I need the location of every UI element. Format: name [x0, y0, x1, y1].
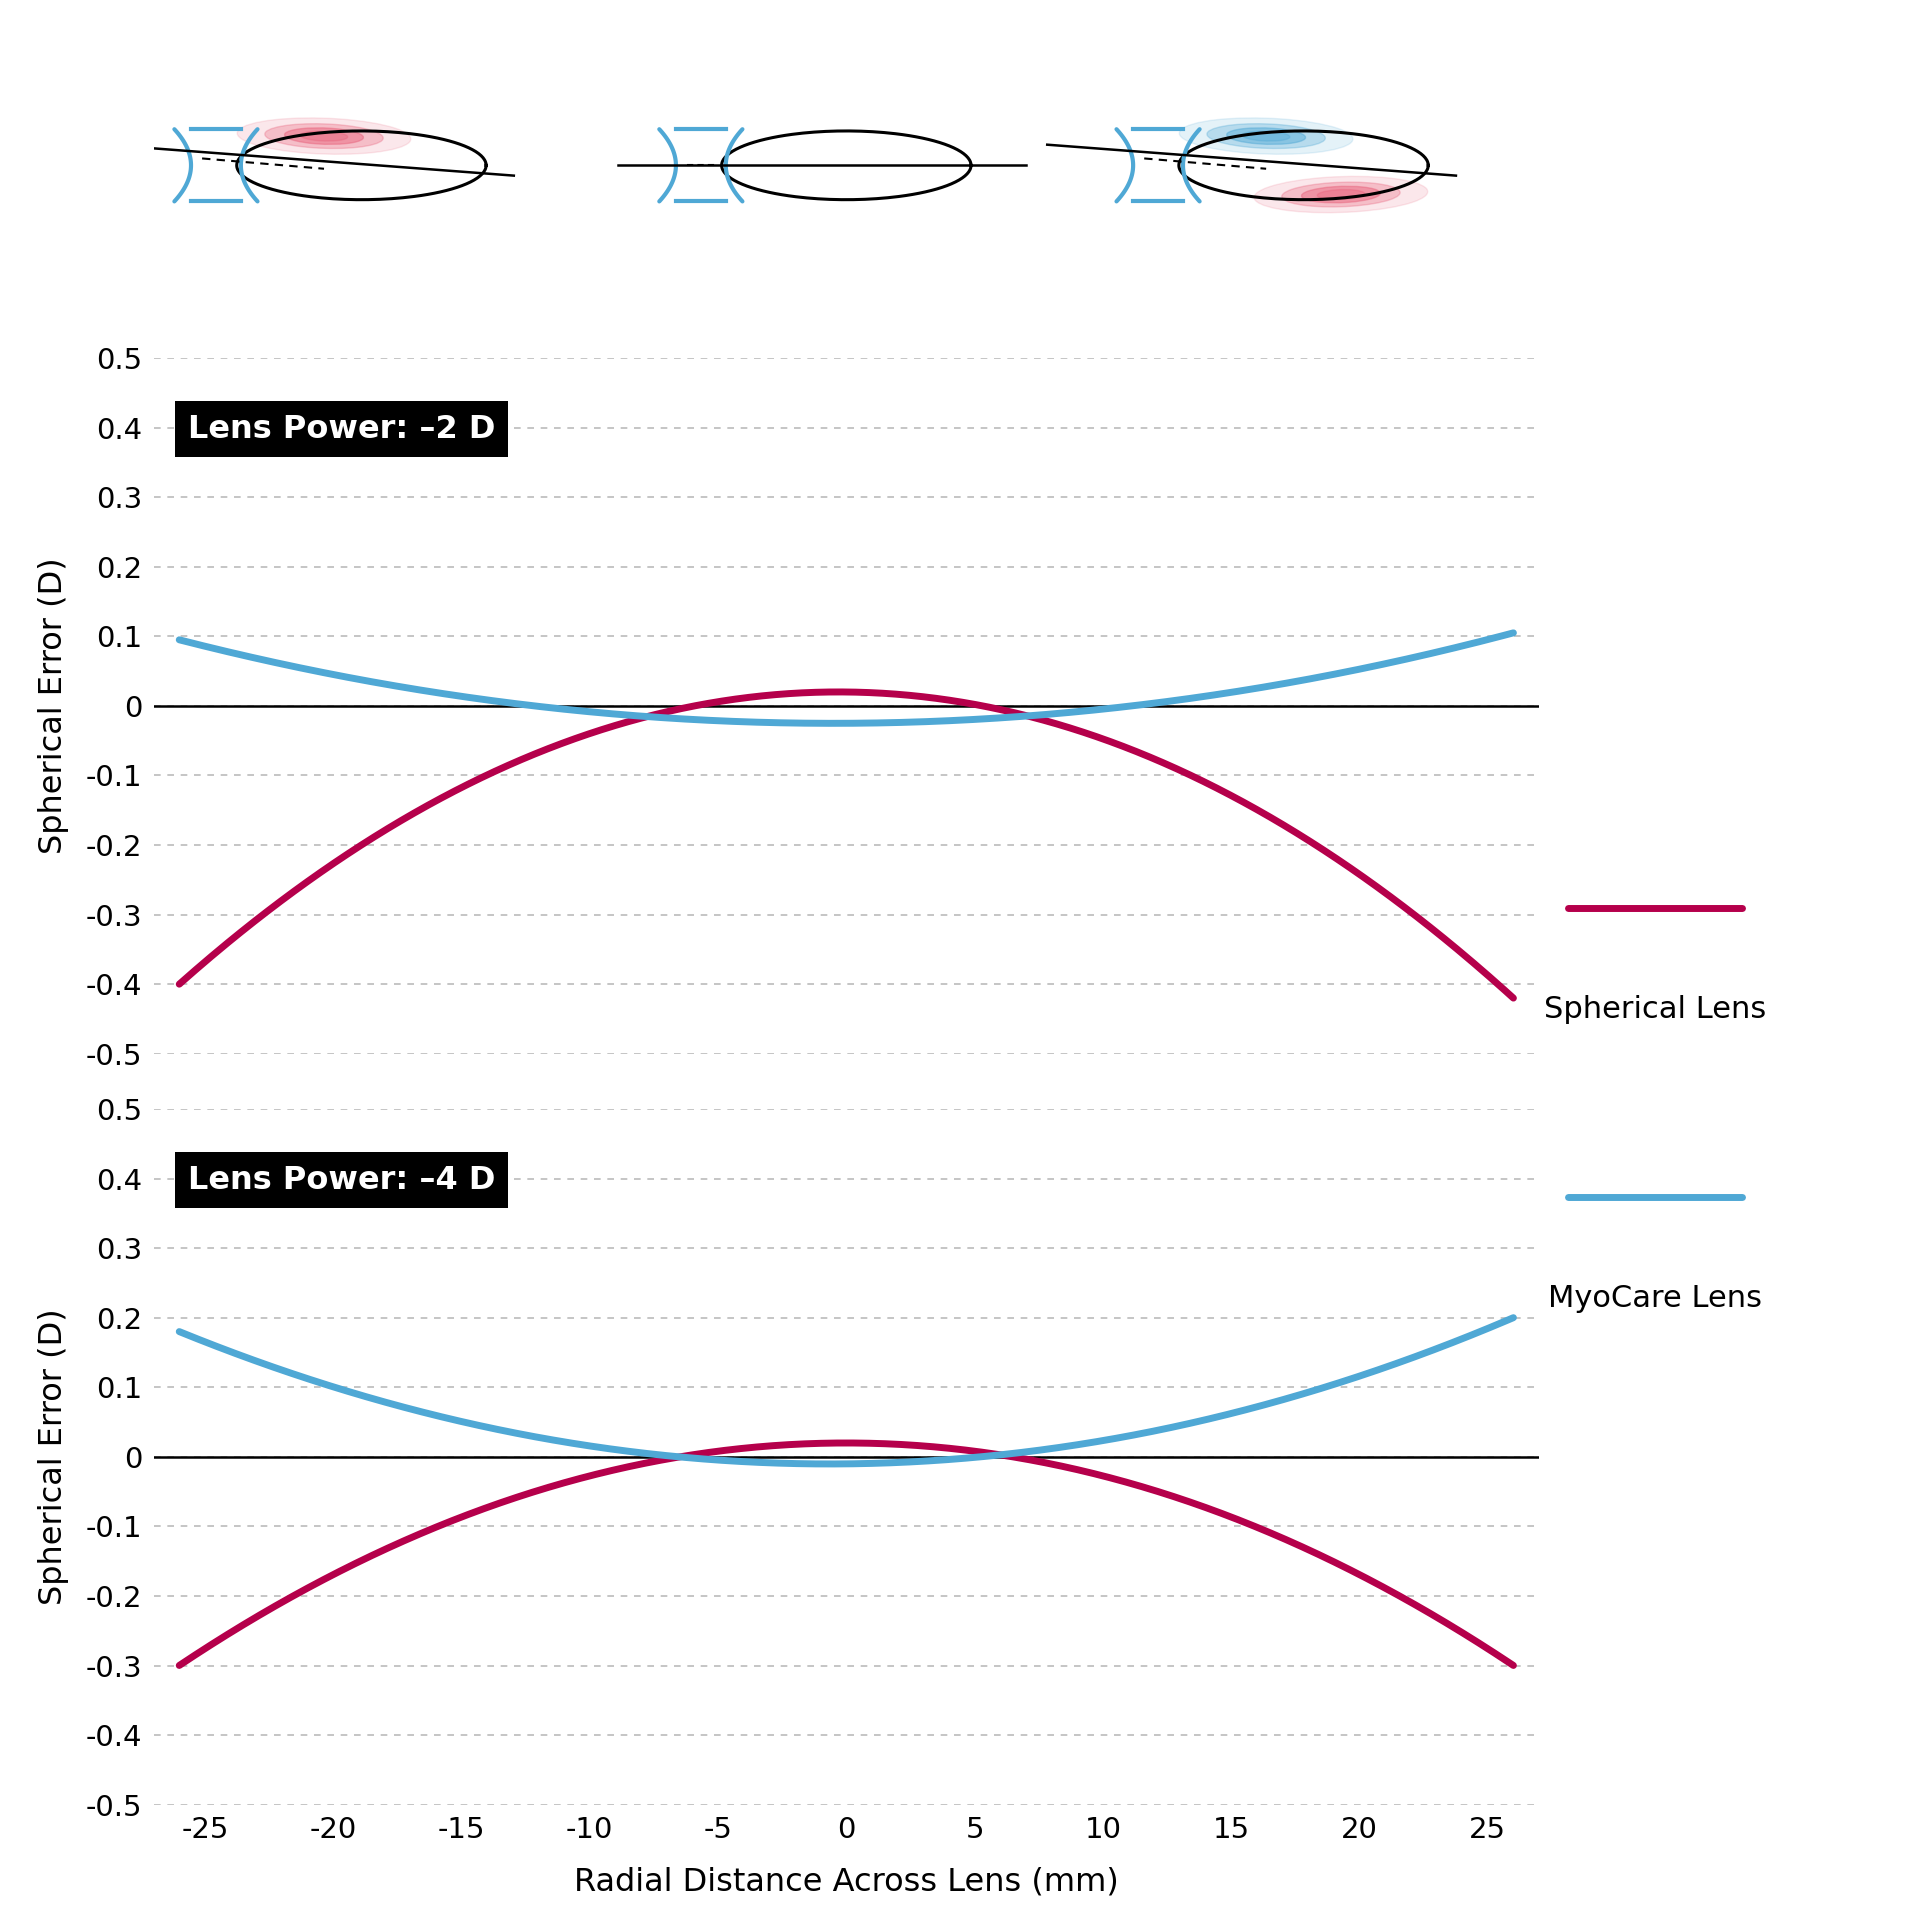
Text: Lens Power: –2 D: Lens Power: –2 D [188, 413, 495, 445]
Ellipse shape [1208, 123, 1325, 148]
X-axis label: Radial Distance Across Lens (mm): Radial Distance Across Lens (mm) [574, 1866, 1119, 1897]
Ellipse shape [238, 117, 411, 154]
Y-axis label: Spherical Error (D): Spherical Error (D) [38, 557, 69, 854]
Ellipse shape [300, 131, 348, 140]
Ellipse shape [1302, 186, 1380, 204]
Ellipse shape [1283, 182, 1400, 207]
Ellipse shape [284, 129, 363, 144]
Y-axis label: Spherical Error (D): Spherical Error (D) [38, 1309, 69, 1605]
Text: MyoCare Lens: MyoCare Lens [1548, 1284, 1763, 1313]
Ellipse shape [265, 123, 384, 148]
Text: Lens Power: –4 D: Lens Power: –4 D [188, 1165, 495, 1196]
Ellipse shape [1254, 177, 1428, 213]
Text: Spherical Lens: Spherical Lens [1544, 995, 1766, 1023]
Ellipse shape [1227, 129, 1306, 144]
Ellipse shape [1242, 131, 1290, 140]
Ellipse shape [1179, 117, 1354, 154]
Ellipse shape [1317, 190, 1365, 200]
